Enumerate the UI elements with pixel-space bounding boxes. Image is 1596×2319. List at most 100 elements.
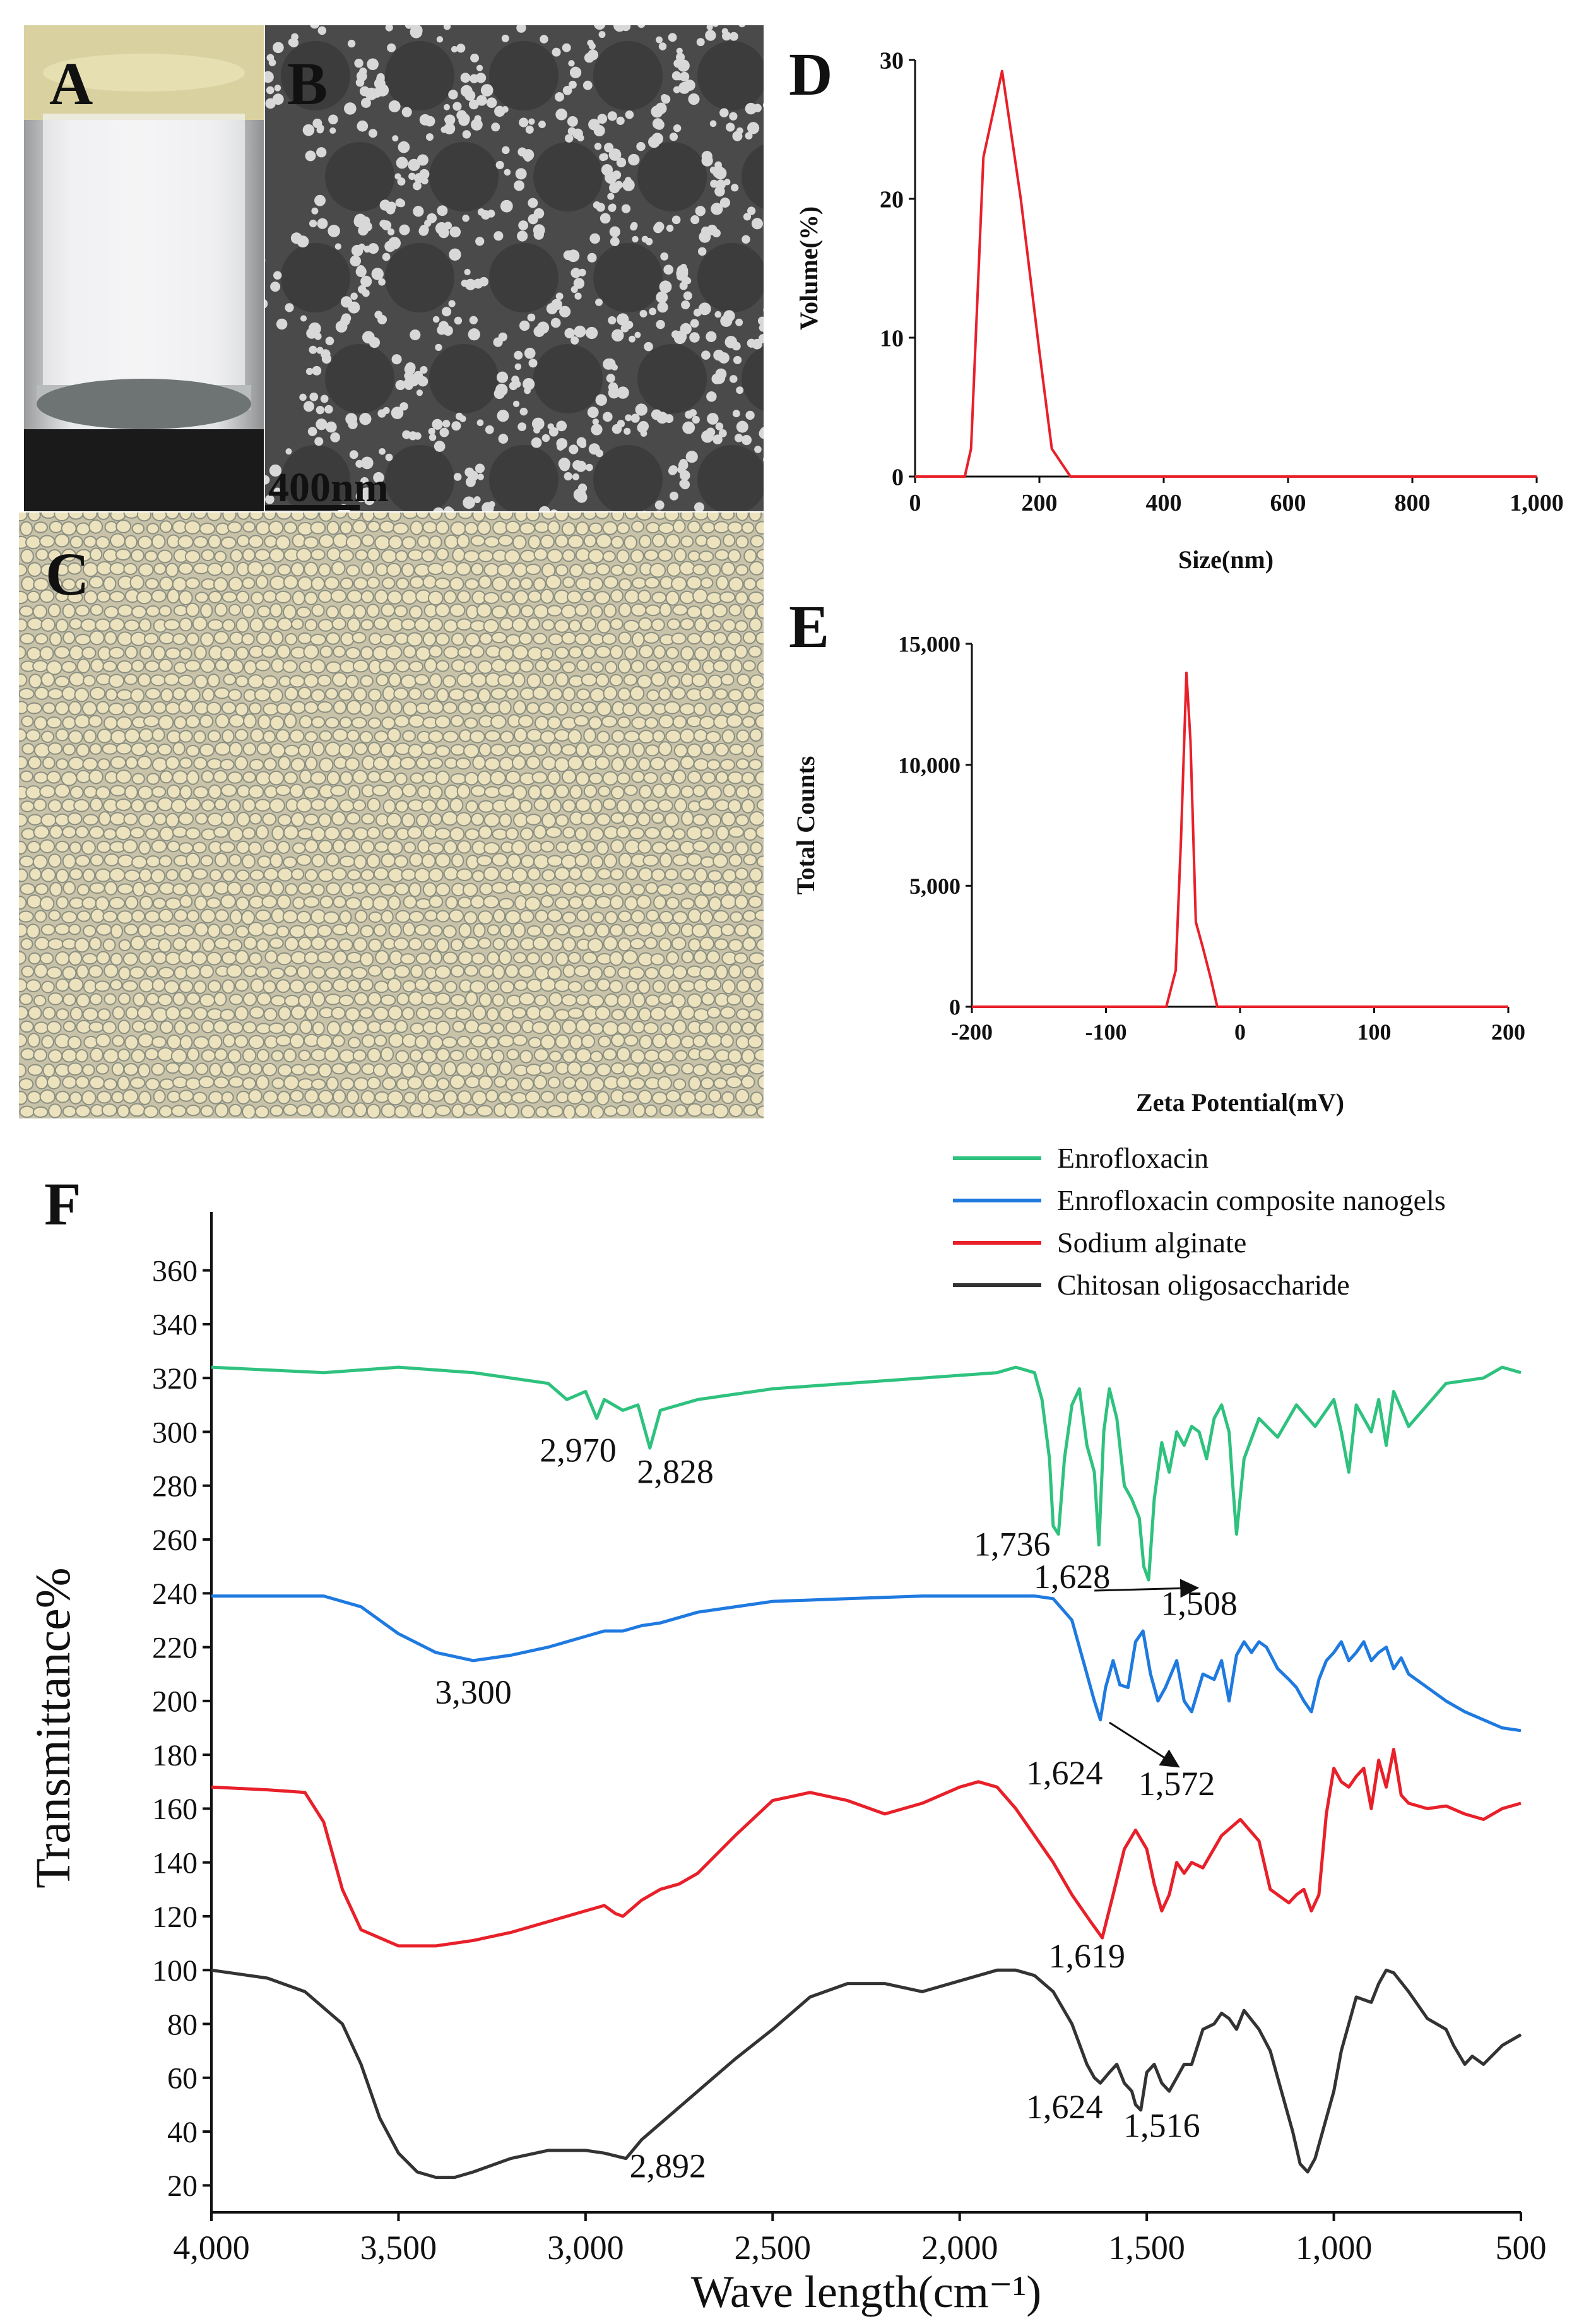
sem-particle [656, 36, 663, 44]
droplet [700, 577, 714, 589]
droplet [435, 520, 449, 535]
sem-particle [595, 298, 603, 306]
sem-particle [476, 419, 484, 427]
droplet [151, 590, 167, 603]
sem-particle [372, 88, 382, 98]
droplet [90, 547, 103, 561]
sem-particle [354, 58, 364, 68]
droplet [32, 604, 47, 619]
sem-particle [569, 80, 577, 89]
sem-particle [460, 73, 471, 83]
droplet [40, 617, 56, 632]
droplet [352, 519, 368, 534]
sem-cluster [637, 142, 707, 211]
droplet [123, 562, 138, 576]
sem-particle [603, 412, 613, 422]
droplet [706, 513, 720, 522]
sem-particle [628, 153, 640, 166]
droplet [237, 513, 251, 520]
sem-particle [585, 463, 593, 472]
droplet [443, 590, 457, 604]
y-axis-label: Volume(%) [795, 206, 823, 330]
sem-cluster [593, 445, 663, 511]
sem-particle [364, 494, 375, 506]
droplet [157, 549, 173, 564]
sem-cluster [489, 243, 559, 312]
droplet [581, 617, 597, 632]
sem-particle [392, 135, 399, 142]
droplet [456, 562, 471, 576]
droplet [303, 513, 319, 520]
sem-particle [637, 25, 646, 28]
x-tick-label: 100 [1357, 1019, 1392, 1045]
droplet [611, 513, 625, 522]
sem-particle [673, 86, 681, 93]
sem-particle [654, 222, 665, 232]
sem-particle [494, 231, 504, 241]
sem-particle [572, 69, 580, 76]
sem-cluster [281, 41, 350, 110]
sem-particle [498, 434, 509, 444]
sem-particle [428, 427, 435, 436]
y-tick-label: 340 [152, 1308, 198, 1342]
sem-particle [567, 127, 576, 136]
sem-particle [593, 125, 605, 137]
sem-particle [495, 160, 504, 170]
droplet [109, 591, 126, 603]
sem-particle [413, 181, 422, 191]
y-tick-label: 200 [152, 1685, 198, 1719]
droplet [748, 560, 764, 576]
sem-particle [452, 102, 462, 111]
vial-gel-surface [43, 54, 245, 92]
droplet [367, 547, 381, 562]
sem-particle [344, 102, 357, 115]
sem-particle [624, 427, 631, 435]
sem-particle [616, 157, 627, 168]
sem-particle [763, 457, 764, 462]
sem-particle [570, 268, 581, 278]
sem-particle [747, 206, 756, 215]
sem-particle [660, 252, 669, 261]
sem-particle [578, 268, 586, 276]
sem-particle [353, 215, 366, 228]
y-tick-label: 260 [152, 1524, 198, 1557]
sem-particle [665, 414, 674, 424]
sem-particle [357, 285, 367, 294]
droplet [575, 521, 589, 536]
sem-particle [699, 230, 711, 243]
sem-particle [562, 43, 571, 52]
sem-particle [519, 407, 528, 416]
sem-particle [584, 52, 594, 63]
droplet [500, 591, 514, 603]
sem-particle [682, 421, 695, 434]
sem-particle [706, 25, 713, 31]
sem-particle [462, 130, 471, 139]
sem-particle [302, 124, 315, 136]
sem-particle [476, 64, 483, 71]
droplet [540, 588, 554, 604]
sem-particle [608, 382, 618, 392]
sem-particle [444, 222, 452, 230]
sem-particle [574, 325, 586, 338]
x-tick-label: -200 [951, 1019, 993, 1045]
optical-micrograph: C [19, 513, 764, 1118]
sem-particle [663, 264, 674, 275]
droplet [589, 577, 604, 591]
droplet [185, 577, 200, 590]
sem-particle [475, 237, 485, 246]
sem-cluster [281, 243, 350, 312]
y-tick-label: 300 [152, 1416, 198, 1449]
sem-particle [676, 47, 683, 54]
x-tick-label: 3,000 [547, 2229, 624, 2267]
droplet [429, 535, 442, 549]
droplet [561, 521, 576, 537]
sem-particle [518, 220, 528, 230]
droplet [719, 591, 736, 603]
sem-particle [397, 177, 406, 186]
sem-particle [477, 208, 485, 216]
sem-particle [677, 264, 689, 276]
x-tick-label: 0 [909, 490, 921, 516]
droplet [235, 617, 249, 633]
sem-particle [453, 473, 462, 481]
sem-particle [630, 222, 638, 229]
